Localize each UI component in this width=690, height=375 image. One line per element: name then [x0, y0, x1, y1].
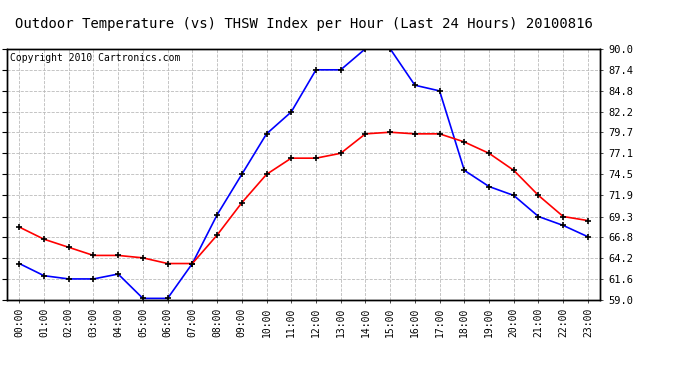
- Text: Outdoor Temperature (vs) THSW Index per Hour (Last 24 Hours) 20100816: Outdoor Temperature (vs) THSW Index per …: [14, 17, 593, 31]
- Text: Copyright 2010 Cartronics.com: Copyright 2010 Cartronics.com: [10, 53, 180, 63]
